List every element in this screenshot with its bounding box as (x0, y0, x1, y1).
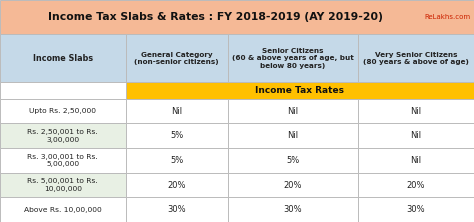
Text: Nil: Nil (410, 131, 421, 140)
Text: Income Slabs: Income Slabs (33, 54, 93, 63)
Text: 20%: 20% (283, 180, 302, 190)
Text: 5%: 5% (170, 131, 183, 140)
Text: 30%: 30% (167, 205, 186, 214)
Bar (0, 82, 126, 99)
Text: 5%: 5% (286, 156, 299, 165)
Text: Nil: Nil (287, 107, 298, 116)
Bar (358, 173, 474, 197)
Text: 30%: 30% (407, 205, 425, 214)
Bar (0, 99, 126, 123)
Bar (228, 99, 358, 123)
Bar (358, 148, 474, 173)
Text: Very Senior Citizens
(80 years & above of age): Very Senior Citizens (80 years & above o… (363, 52, 469, 65)
Text: Rs. 5,00,001 to Rs.
10,00,000: Rs. 5,00,001 to Rs. 10,00,000 (27, 178, 98, 192)
Text: Upto Rs. 2,50,000: Upto Rs. 2,50,000 (29, 108, 96, 114)
Text: General Category
(non-senior citizens): General Category (non-senior citizens) (134, 52, 219, 65)
Bar (358, 34, 474, 82)
Text: ReLakhs.com: ReLakhs.com (424, 14, 470, 20)
Text: 30%: 30% (283, 205, 302, 214)
Bar (126, 99, 228, 123)
Text: 20%: 20% (167, 180, 186, 190)
Text: Income Tax Slabs & Rates : FY 2018-2019 (AY 2019-20): Income Tax Slabs & Rates : FY 2018-2019 … (48, 12, 383, 22)
Bar (0, 148, 126, 173)
Text: Nil: Nil (410, 107, 421, 116)
Bar (126, 148, 228, 173)
Bar (228, 173, 358, 197)
Bar (228, 123, 358, 148)
Text: Rs. 3,00,001 to Rs.
5,00,000: Rs. 3,00,001 to Rs. 5,00,000 (27, 154, 98, 167)
Text: Senior Citizens
(60 & above years of age, but
below 80 years): Senior Citizens (60 & above years of age… (232, 48, 354, 69)
Bar (358, 197, 474, 222)
Text: 20%: 20% (407, 180, 425, 190)
Bar (358, 99, 474, 123)
Bar (0, 197, 126, 222)
Bar (228, 34, 358, 82)
Text: Nil: Nil (171, 107, 182, 116)
Bar (228, 197, 358, 222)
Bar (126, 82, 474, 99)
Text: Income Tax Rates: Income Tax Rates (255, 86, 344, 95)
Bar (0, 173, 126, 197)
Bar (228, 148, 358, 173)
Text: Rs. 2,50,001 to Rs.
3,00,000: Rs. 2,50,001 to Rs. 3,00,000 (27, 129, 98, 143)
Text: Nil: Nil (287, 131, 298, 140)
Bar (126, 173, 228, 197)
Bar (0, 123, 126, 148)
Text: Above Rs. 10,00,000: Above Rs. 10,00,000 (24, 207, 102, 213)
Bar (358, 123, 474, 148)
Bar (0, 0, 474, 34)
Text: Nil: Nil (410, 156, 421, 165)
Text: 5%: 5% (170, 156, 183, 165)
Bar (126, 197, 228, 222)
Bar (126, 34, 228, 82)
Bar (126, 123, 228, 148)
Bar (0, 34, 126, 82)
